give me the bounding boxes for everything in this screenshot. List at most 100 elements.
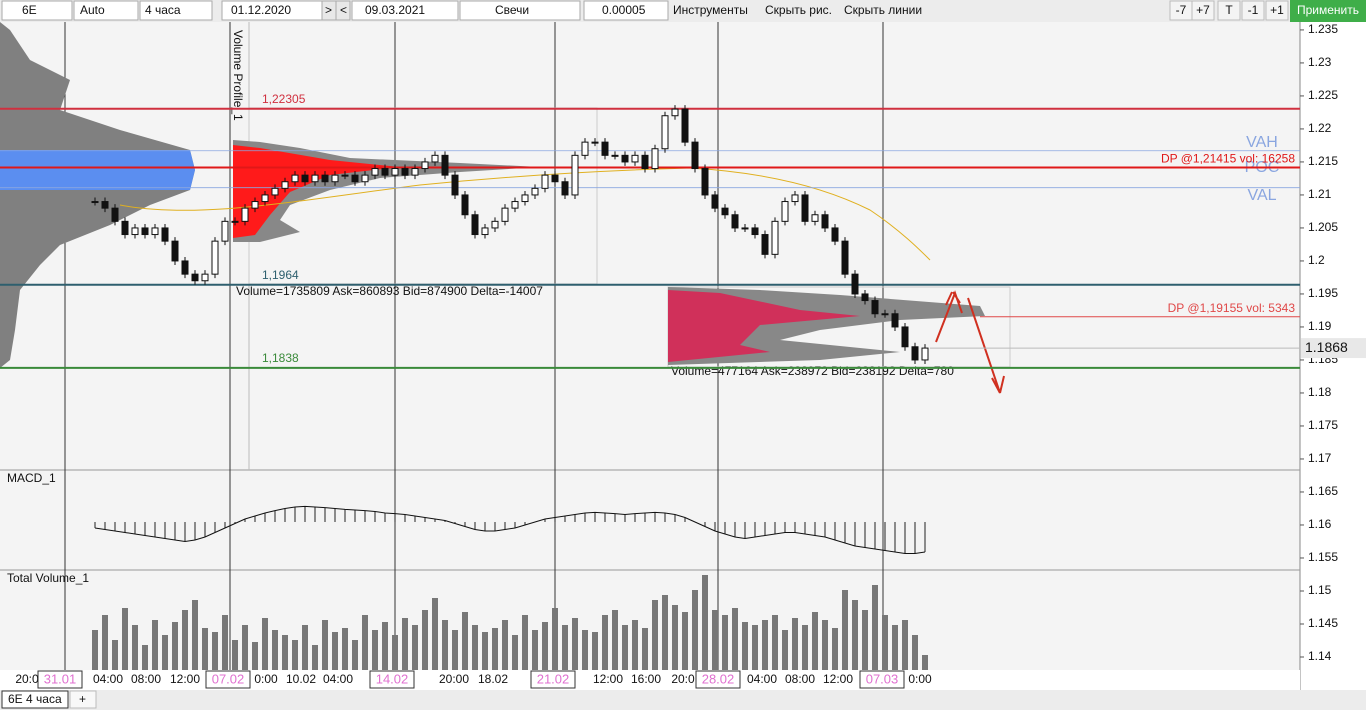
candle (281, 181, 289, 189)
macd-line (94, 505, 926, 554)
candle (621, 154, 629, 163)
x-tick-label: 07.02 (212, 671, 245, 686)
volume-bar (182, 610, 188, 670)
volume-bar (332, 632, 338, 670)
volume-bar (392, 635, 398, 670)
candle (861, 293, 869, 302)
volume-bar (152, 620, 158, 670)
value-area-label: VAH (1246, 134, 1278, 151)
panel-title: MACD_1 (7, 471, 56, 485)
candle (541, 174, 549, 189)
candle (831, 227, 839, 242)
value-area-profile (0, 150, 195, 190)
level-label: 1,1964 (262, 268, 299, 282)
x-tick-label: 07.03 (866, 671, 899, 686)
x-tick-label: 31.01 (44, 671, 77, 686)
volume-bar (562, 625, 568, 670)
tab-label: 6E 4 часа (8, 692, 62, 706)
volume-bar (662, 595, 668, 670)
candle (181, 260, 189, 275)
candle (651, 148, 659, 170)
candle (921, 347, 929, 361)
step-button-label: +1 (1270, 3, 1284, 17)
x-tick-label: 12:00 (823, 672, 853, 686)
candle (441, 154, 449, 176)
chart-style: Свечи (495, 3, 529, 17)
candle (101, 201, 109, 209)
candle (351, 174, 359, 183)
candle (231, 220, 239, 223)
y-tick-label: 1.175 (1308, 418, 1338, 432)
add-tab[interactable] (69, 690, 97, 709)
y-tick-label: 1.215 (1308, 154, 1338, 168)
step-button-label: -7 (1176, 3, 1187, 17)
x-tick-label: 18.02 (478, 672, 508, 686)
x-tick-label: 20:0 (15, 672, 39, 686)
timeframe-select[interactable] (139, 0, 213, 21)
step-button[interactable] (1241, 0, 1265, 21)
candle (741, 227, 749, 230)
candle (341, 174, 349, 177)
next: > (325, 3, 332, 17)
volume-bar (822, 620, 828, 670)
volume-bar (762, 620, 768, 670)
hide-drawings-button[interactable]: Скрыть рис. (765, 3, 832, 17)
tick-size: 0.00005 (602, 3, 646, 17)
volume-bar (242, 625, 248, 670)
x-tick-label: 20:0 (671, 672, 695, 686)
volume-bar (232, 640, 238, 670)
candle (701, 168, 709, 196)
candle (751, 227, 759, 236)
time-highlight (695, 670, 741, 689)
panel-title: Total Volume_1 (7, 571, 89, 585)
time-highlight (37, 670, 83, 689)
time-highlight (530, 670, 576, 689)
scale-select[interactable] (73, 0, 139, 21)
volume-bar (322, 620, 328, 670)
step-button[interactable] (1217, 0, 1241, 21)
x-tick-label: 08:00 (785, 672, 815, 686)
candle (171, 240, 179, 262)
tools-button[interactable]: Инструменты (673, 3, 748, 17)
candle (591, 141, 599, 144)
volume-bar (522, 615, 528, 670)
candle (481, 227, 489, 236)
y-tick-label: 1.14 (1308, 649, 1332, 663)
volume-bar (592, 632, 598, 670)
tick-size-field[interactable] (583, 0, 669, 21)
volume-bar (682, 612, 688, 670)
candle (131, 227, 139, 236)
y-tick-label: 1.145 (1308, 616, 1338, 630)
volume-bar (352, 640, 358, 670)
step-button-label: T (1225, 3, 1233, 17)
candle (841, 240, 849, 275)
candle (611, 154, 619, 157)
candle (901, 326, 909, 348)
candle (801, 194, 809, 222)
date-to-field[interactable] (351, 0, 459, 21)
current-price-box (1301, 338, 1366, 359)
y-tick-label: 1.17 (1308, 451, 1332, 465)
y-tick-label: 1.16 (1308, 517, 1332, 531)
hide-lines-button[interactable]: Скрыть линии (844, 3, 922, 17)
candle (531, 187, 539, 196)
apply-button[interactable] (1290, 0, 1366, 22)
volume-bar (502, 620, 508, 670)
symbol-select[interactable] (1, 0, 73, 21)
candle (141, 227, 149, 236)
candle (91, 201, 99, 204)
step-button-label: +7 (1196, 3, 1210, 17)
candle (211, 240, 219, 275)
candle (151, 227, 159, 236)
step-button[interactable] (1191, 0, 1215, 21)
tab[interactable] (1, 690, 69, 709)
volume-bar (842, 590, 848, 670)
x-tick-label: 04:00 (747, 672, 777, 686)
step-button[interactable] (1265, 0, 1289, 21)
chart-style-select[interactable] (459, 0, 581, 21)
volume-bar (922, 655, 928, 670)
volume-bar (582, 630, 588, 670)
candle (491, 220, 499, 229)
volume-bar (252, 642, 258, 670)
prev-button[interactable] (335, 0, 351, 21)
